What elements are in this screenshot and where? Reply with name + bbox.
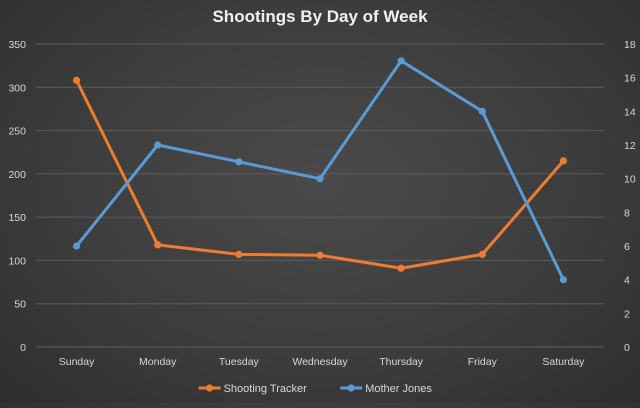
- x-tick-label: Tuesday: [219, 356, 260, 368]
- legend-item-shooting-tracker: Shooting Tracker: [198, 383, 307, 395]
- data-point-shooting-tracker: [154, 241, 162, 249]
- x-tick-label: Saturday: [542, 356, 585, 368]
- x-tick-label: Thursday: [379, 356, 424, 368]
- y-right-tick-label: 18: [624, 39, 636, 51]
- y-right-tick-label: 6: [624, 241, 630, 253]
- y-left-tick-label: 200: [8, 169, 26, 181]
- data-point-mother-jones: [397, 57, 405, 65]
- y-right-tick-label: 8: [624, 207, 630, 219]
- data-point-shooting-tracker: [559, 157, 568, 165]
- data-point-shooting-tracker: [397, 264, 405, 272]
- series-mother-jones: [72, 57, 568, 284]
- x-tick-label: Friday: [468, 356, 498, 368]
- data-point-mother-jones: [478, 107, 486, 115]
- chart-title: Shootings By Day of Week: [212, 7, 428, 26]
- data-point-shooting-tracker: [235, 250, 243, 258]
- data-point-mother-jones: [72, 242, 81, 250]
- y-left-tick-label: 0: [20, 342, 26, 354]
- y-right-tick-label: 16: [624, 73, 636, 85]
- y-right-tick-label: 10: [624, 174, 636, 186]
- data-point-mother-jones: [559, 276, 568, 284]
- y-right-tick-label: 4: [624, 275, 630, 287]
- y-left-tick-label: 150: [8, 212, 26, 224]
- legend-label-shooting-tracker: Shooting Tracker: [224, 383, 307, 395]
- y-left-tick-label: 100: [8, 255, 26, 267]
- data-point-shooting-tracker: [72, 76, 81, 84]
- y-right-tick-label: 2: [624, 308, 630, 320]
- data-point-shooting-tracker: [478, 250, 486, 258]
- y-left-tick-label: 350: [8, 39, 26, 51]
- data-point-shooting-tracker: [316, 251, 324, 259]
- y-right-tick-label: 0: [624, 342, 630, 354]
- legend-label-mother-jones: Mother Jones: [365, 383, 432, 395]
- data-point-mother-jones: [316, 175, 324, 183]
- x-tick-label: Sunday: [59, 356, 95, 368]
- data-point-mother-jones: [235, 158, 243, 166]
- y-left-tick-label: 50: [14, 299, 26, 311]
- series-shooting-tracker: [72, 76, 568, 272]
- y-left-tick-label: 250: [8, 126, 26, 138]
- y-right-tick-label: 14: [624, 106, 636, 118]
- legend-item-mother-jones: Mother Jones: [340, 383, 432, 395]
- data-point-mother-jones: [154, 141, 162, 149]
- legend-marker-shooting-tracker: [206, 384, 214, 392]
- legend-marker-mother-jones: [347, 384, 355, 392]
- x-tick-label: Wednesday: [292, 356, 348, 368]
- y-right-tick-label: 12: [624, 140, 636, 152]
- y-left-tick-label: 300: [8, 82, 26, 94]
- x-tick-label: Monday: [139, 356, 177, 368]
